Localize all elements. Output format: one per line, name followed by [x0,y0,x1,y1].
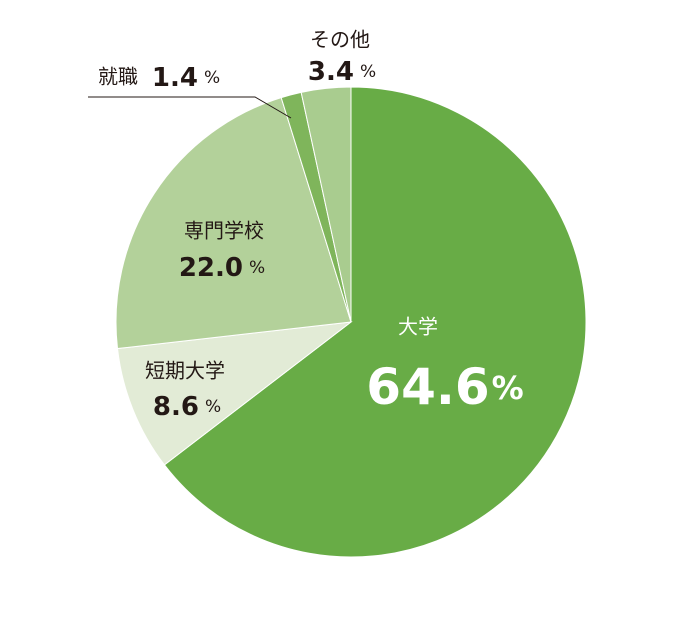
value-unit: % [204,68,220,88]
value-label: 3.4% [308,57,376,87]
value-number: 22.0 [179,253,243,283]
value-number: 3.4 [308,57,354,87]
value-unit: % [360,62,376,82]
value-label: 22.0% [179,253,265,283]
wedge [115,96,352,350]
labels: 大学 64.6% 短期大学 8.6 % 専門学校 22.0 % 就職 1.4 % その他 3.4% [98,28,524,422]
value-number: 64.6 [366,358,489,416]
category-label: 短期大学 [145,359,225,383]
category-label: その他 [310,28,370,52]
value-unit: % [205,397,221,417]
value-label: 64.6% [366,358,523,416]
leader-line [88,96,292,119]
category-label: 専門学校 [184,219,264,243]
pie [115,86,587,558]
value-unit: % [492,369,524,407]
wedge [300,86,352,323]
value-unit: % [249,258,265,278]
wedge [116,321,353,466]
value-label: 1.4% [152,63,220,93]
value-label: 8.6% [153,392,221,422]
wedge [163,86,587,558]
value-number: 8.6 [153,392,199,422]
value-number: 1.4 [152,63,198,93]
category-label: 就職 [98,65,138,89]
category-label: 大学 [398,315,438,339]
